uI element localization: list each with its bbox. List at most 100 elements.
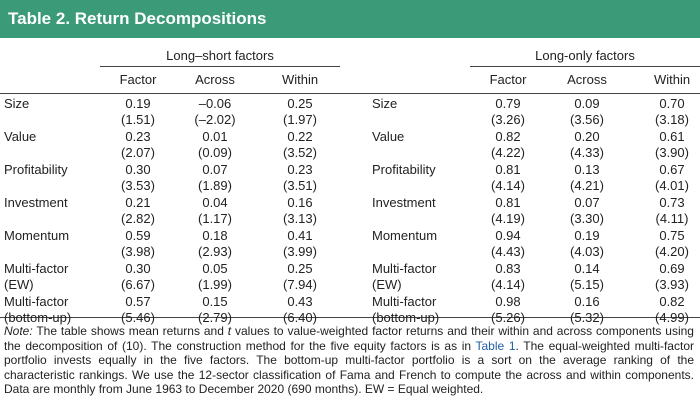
t-value: (5.32)	[570, 310, 604, 325]
mean-return: 0.81	[495, 195, 521, 210]
column-header: Across	[567, 72, 607, 87]
row-label: (EW)	[372, 277, 402, 292]
t-value: (3.99)	[283, 244, 317, 259]
note-text: t	[227, 324, 232, 338]
t-value: (2.79)	[198, 310, 232, 325]
mean-return: 0.19	[574, 228, 600, 243]
t-value: (4.22)	[491, 145, 525, 160]
mean-return: 0.04	[202, 195, 228, 210]
t-value: (5.46)	[121, 310, 155, 325]
mean-return: 0.73	[659, 195, 685, 210]
mean-return: 0.83	[495, 261, 521, 276]
row-label: (bottom-up)	[4, 310, 72, 325]
column-header: Across	[195, 72, 235, 87]
t-value: (6.67)	[121, 277, 155, 292]
t-value: (7.94)	[283, 277, 317, 292]
mean-return: –0.06	[198, 96, 232, 111]
column-header: Factor	[119, 72, 157, 87]
t-value: (1.89)	[198, 178, 232, 193]
t-value: (4.11)	[655, 211, 689, 226]
mean-return: 0.43	[287, 294, 313, 309]
t-value: (3.56)	[570, 112, 604, 127]
mean-return: 0.25	[287, 261, 313, 276]
t-value: (3.52)	[283, 145, 317, 160]
row-label: Multi-factor	[372, 294, 437, 309]
t-value: (3.26)	[491, 112, 525, 127]
column-header: Within	[653, 72, 691, 87]
t-value: (5.15)	[570, 277, 604, 292]
mean-return: 0.30	[125, 162, 151, 177]
mean-return: 0.81	[495, 162, 521, 177]
mean-return: 0.59	[125, 228, 151, 243]
row-label: Profitability	[4, 162, 68, 177]
mean-return: 0.09	[574, 96, 600, 111]
t-value: (3.53)	[121, 178, 155, 193]
mean-return: 0.23	[125, 129, 151, 144]
mean-return: 0.20	[574, 129, 600, 144]
column-header: Within	[281, 72, 319, 87]
group-header: Long–short factors	[166, 48, 274, 63]
row-label: Profitability	[372, 162, 436, 177]
row-label: Momentum	[372, 228, 438, 243]
note-text: . The equal-weighted multi-factor portfo…	[4, 338, 694, 397]
group-rule	[100, 66, 340, 67]
t-value: (4.14)	[491, 178, 525, 193]
t-value: (4.33)	[570, 145, 604, 160]
t-value: (5.26)	[491, 310, 525, 325]
row-label: Multi-factor	[4, 261, 69, 276]
t-value: (–2.02)	[194, 112, 236, 127]
row-label: Multi-factor	[372, 261, 437, 276]
mean-return: 0.82	[495, 129, 521, 144]
row-label: Size	[4, 96, 30, 111]
t-value: (4.99)	[655, 310, 689, 325]
t-value: (2.82)	[121, 211, 155, 226]
mean-return: 0.15	[202, 294, 228, 309]
mean-return: 0.75	[659, 228, 685, 243]
t-value: (4.43)	[491, 244, 525, 259]
mean-return: 0.19	[125, 96, 151, 111]
mean-return: 0.61	[659, 129, 685, 144]
t-value: (1.17)	[198, 211, 232, 226]
row-label: (bottom-up)	[372, 310, 440, 325]
t-value: (1.99)	[198, 277, 232, 292]
note-text[interactable]: Table 1	[475, 338, 516, 353]
t-value: (1.51)	[121, 112, 155, 127]
row-label: Value	[4, 129, 37, 144]
t-value: (3.18)	[655, 112, 689, 127]
mean-return: 0.98	[495, 294, 521, 309]
mean-return: 0.67	[659, 162, 685, 177]
table-note: Note: The table shows mean returns and t…	[4, 324, 694, 397]
mean-return: 0.57	[125, 294, 151, 309]
row-label: Momentum	[4, 228, 70, 243]
t-value: (2.93)	[198, 244, 232, 259]
mean-return: 0.05	[202, 261, 228, 276]
title-bar: Table 2. Return Decompositions	[0, 0, 700, 38]
t-value: (3.93)	[655, 277, 689, 292]
mean-return: 0.41	[287, 228, 313, 243]
mean-return: 0.94	[495, 228, 521, 243]
t-value: (4.21)	[570, 178, 604, 193]
mean-return: 0.21	[125, 195, 151, 210]
mean-return: 0.14	[574, 261, 600, 276]
mean-return: 0.16	[287, 195, 313, 210]
group-rule	[470, 66, 700, 67]
t-value: (4.03)	[570, 244, 604, 259]
row-label: Value	[372, 129, 405, 144]
note-text: Note:	[4, 324, 33, 338]
mean-return: 0.07	[574, 195, 600, 210]
t-value: (6.40)	[283, 310, 317, 325]
t-value: (2.07)	[121, 145, 155, 160]
mean-return: 0.23	[287, 162, 313, 177]
t-value: (1.97)	[283, 112, 317, 127]
t-value: (3.30)	[570, 211, 604, 226]
header-rule	[0, 93, 700, 94]
table-title: Table 2. Return Decompositions	[8, 9, 267, 28]
row-label: (EW)	[4, 277, 34, 292]
mean-return: 0.22	[287, 129, 313, 144]
t-value: (3.98)	[121, 244, 155, 259]
row-label: Multi-factor	[4, 294, 69, 309]
t-value: (4.19)	[491, 211, 525, 226]
t-value: (3.13)	[283, 211, 317, 226]
mean-return: 0.07	[202, 162, 228, 177]
